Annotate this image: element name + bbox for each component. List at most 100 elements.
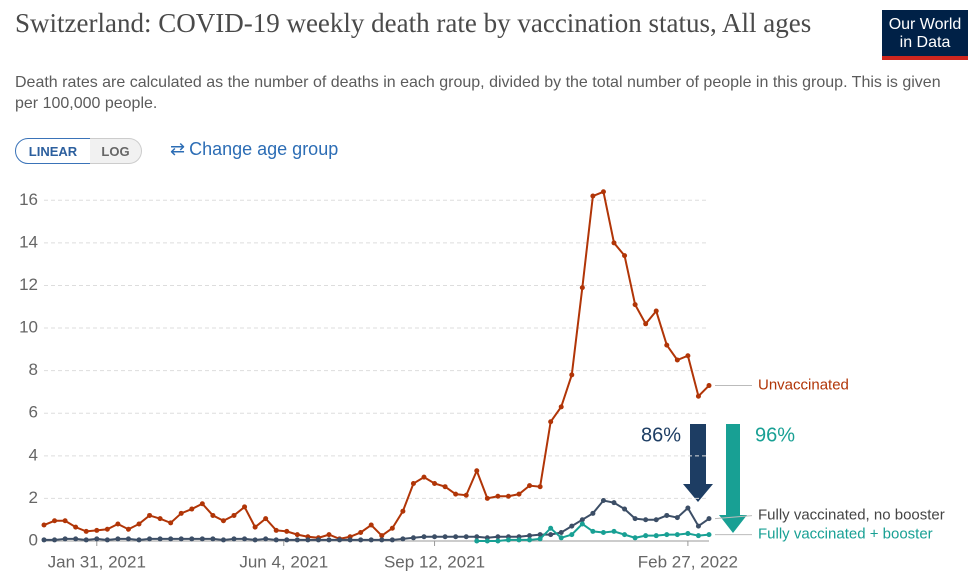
point: [210, 512, 216, 518]
point: [558, 535, 564, 541]
point: [379, 537, 385, 543]
point: [484, 495, 490, 501]
arrow-shaft: [690, 424, 706, 484]
point: [147, 536, 153, 542]
arrow-head: [683, 484, 713, 502]
point: [168, 536, 174, 542]
point: [115, 521, 121, 527]
point: [579, 285, 585, 291]
point: [495, 493, 501, 499]
point: [83, 537, 89, 543]
point: [273, 527, 279, 533]
point: [516, 537, 522, 543]
point: [548, 525, 554, 531]
point: [622, 506, 628, 512]
point: [600, 498, 606, 504]
point: [706, 383, 712, 389]
point: [706, 532, 712, 538]
log-button[interactable]: LOG: [90, 138, 142, 164]
x-tick-label: Jun 4, 2021: [239, 552, 328, 571]
point: [305, 537, 311, 543]
point: [410, 535, 416, 541]
swap-icon: ⇄: [170, 139, 186, 159]
point: [242, 504, 248, 510]
label-connector: [714, 515, 753, 520]
point: [178, 510, 184, 516]
point: [558, 404, 564, 410]
change-age-link[interactable]: ⇄ Change age group: [170, 139, 338, 160]
point: [358, 537, 364, 543]
point: [136, 521, 142, 527]
arrow-shaft: [726, 424, 740, 515]
point: [337, 537, 343, 543]
point: [548, 532, 554, 538]
point: [685, 531, 691, 537]
point: [505, 493, 511, 499]
chart-subtitle: Death rates are calculated as the number…: [15, 74, 941, 112]
point: [326, 537, 332, 543]
annotation: 96%: [755, 424, 795, 446]
point: [611, 500, 617, 506]
point: [189, 536, 195, 542]
point: [389, 537, 395, 543]
point: [73, 536, 79, 542]
y-tick-label: 2: [29, 488, 38, 507]
y-tick-label: 0: [29, 530, 38, 549]
y-tick-label: 12: [19, 275, 38, 294]
point: [41, 537, 47, 543]
point: [199, 536, 205, 542]
point: [664, 342, 670, 348]
point: [474, 534, 480, 540]
point: [653, 533, 659, 539]
logo[interactable]: Our World in Data: [882, 10, 968, 60]
point: [664, 512, 670, 518]
point: [157, 516, 163, 522]
point: [569, 372, 575, 378]
point: [527, 537, 533, 543]
point: [347, 537, 353, 543]
point: [695, 393, 701, 399]
point: [432, 481, 438, 487]
point: [516, 491, 522, 497]
point: [674, 532, 680, 538]
point: [400, 508, 406, 514]
point: [136, 537, 142, 543]
y-tick-label: 10: [19, 318, 38, 337]
point: [569, 523, 575, 529]
link-text: Change age group: [189, 139, 339, 159]
point: [569, 532, 575, 538]
point: [590, 193, 596, 199]
point: [695, 523, 701, 529]
point: [83, 528, 89, 534]
logo-line: in Data: [899, 34, 951, 51]
point: [600, 529, 606, 535]
annotation: 86%: [641, 424, 681, 446]
point: [104, 526, 110, 532]
point: [632, 516, 638, 522]
point: [125, 526, 131, 532]
point: [94, 527, 100, 533]
point: [400, 536, 406, 542]
point: [674, 515, 680, 521]
point: [632, 535, 638, 541]
point: [315, 537, 321, 543]
point: [527, 483, 533, 489]
point: [62, 518, 68, 524]
point: [125, 536, 131, 542]
point: [643, 533, 649, 539]
point: [94, 536, 100, 542]
point: [474, 538, 480, 544]
point: [73, 524, 79, 530]
point: [273, 537, 279, 543]
point: [495, 534, 501, 540]
point: [358, 529, 364, 535]
point: [284, 537, 290, 543]
point: [421, 534, 427, 540]
point: [622, 253, 628, 259]
point: [463, 492, 469, 498]
point: [643, 321, 649, 327]
series-label: Unvaccinated: [758, 377, 849, 394]
point: [579, 521, 585, 527]
